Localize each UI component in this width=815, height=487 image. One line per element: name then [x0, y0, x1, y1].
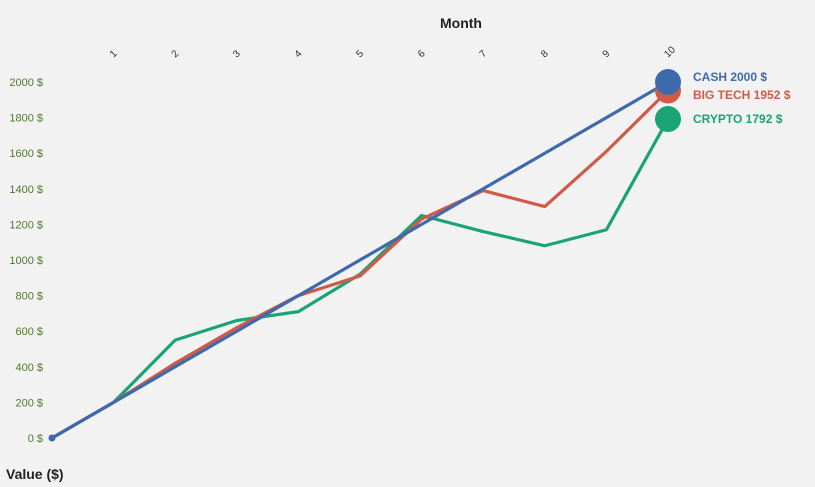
x-tick-label: 5 [354, 48, 366, 60]
x-tick-label: 7 [478, 48, 490, 60]
end-point-marker-crypto [655, 106, 681, 133]
x-tick-label: 4 [293, 48, 305, 60]
x-tick-label: 9 [601, 48, 613, 60]
x-tick-label: 8 [539, 48, 551, 60]
x-tick-label: 1 [108, 48, 120, 60]
y-tick-label: 0 $ [28, 433, 43, 445]
start-point-marker [48, 434, 56, 442]
y-axis-ticks: 0 $ 200 $ 400 $ 600 $ 800 $ 1000 $ 1200 $ 1400 … [9, 77, 43, 445]
series-line-big-tech [50, 88, 670, 440]
series-line-cash [50, 80, 670, 440]
y-tick-label: 1800 $ [9, 113, 43, 125]
series-end-labels: CASH 2000 $ BIG TECH 1952 $ CRYPTO 1792 $ [693, 70, 791, 126]
series-line-crypto [50, 117, 670, 440]
x-axis-title: Month [440, 15, 482, 31]
x-tick-label: 6 [416, 48, 428, 60]
y-axis-title: Value ($) [6, 466, 64, 482]
x-tick-label: 3 [231, 48, 243, 60]
end-point-marker-cash [655, 69, 681, 95]
y-tick-label: 1200 $ [9, 219, 43, 231]
end-label-cash: CASH 2000 $ [693, 70, 767, 84]
series-lines [50, 80, 670, 440]
end-label-crypto: CRYPTO 1792 $ [693, 112, 783, 126]
y-tick-label: 1000 $ [9, 255, 43, 267]
y-tick-label: 2000 $ [9, 77, 43, 89]
x-axis-ticks: 1 2 3 4 5 6 7 8 9 10 [108, 44, 678, 60]
x-tick-label: 2 [170, 48, 182, 60]
y-tick-label: 600 $ [15, 326, 43, 338]
end-label-big-tech: BIG TECH 1952 $ [693, 88, 791, 102]
y-tick-label: 200 $ [15, 397, 43, 409]
series-markers [48, 69, 681, 442]
y-tick-label: 1600 $ [9, 148, 43, 160]
x-tick-label: 10 [662, 44, 678, 60]
y-tick-label: 800 $ [15, 291, 43, 303]
y-tick-label: 1400 $ [9, 184, 43, 196]
y-tick-label: 400 $ [15, 362, 43, 374]
